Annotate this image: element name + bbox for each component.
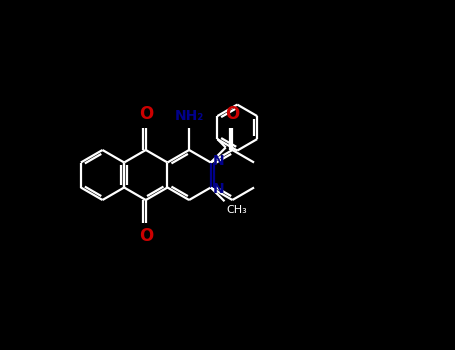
Text: CH₃: CH₃ — [226, 205, 247, 215]
Text: N: N — [212, 182, 224, 196]
Text: O: O — [139, 227, 153, 245]
Text: O: O — [139, 105, 153, 123]
Text: NH₂: NH₂ — [174, 109, 204, 123]
Text: N: N — [212, 154, 224, 168]
Text: O: O — [225, 105, 239, 123]
